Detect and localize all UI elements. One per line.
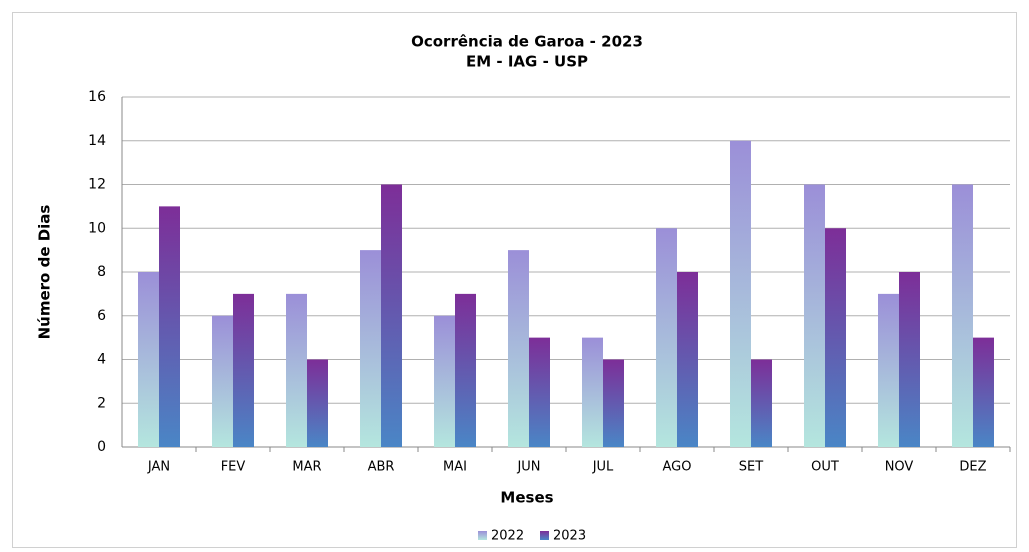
- x-tick-label: ABR: [368, 460, 395, 475]
- y-tick-label: 10: [88, 220, 106, 236]
- x-tick-label: JUL: [592, 460, 614, 475]
- bar: [360, 250, 381, 447]
- x-axis-title: Meses: [500, 489, 553, 507]
- bar: [381, 184, 402, 447]
- legend-label: 2023: [553, 529, 586, 544]
- y-tick-label: 12: [88, 177, 106, 193]
- bar: [825, 228, 846, 447]
- x-tick-label: FEV: [221, 460, 246, 475]
- legend-swatch: [478, 531, 487, 540]
- bar: [529, 337, 550, 447]
- bar: [656, 228, 677, 447]
- bar: [286, 293, 307, 447]
- x-tick-label: MAI: [443, 460, 467, 475]
- bar: [508, 250, 529, 447]
- bar: [307, 359, 328, 447]
- y-tick-label: 16: [88, 89, 106, 105]
- bar: [455, 293, 476, 447]
- chart-subtitle: EM - IAG - USP: [466, 53, 588, 71]
- bar: [212, 315, 233, 447]
- bar: [973, 337, 994, 447]
- bar: [952, 184, 973, 447]
- y-tick-label: 4: [97, 352, 106, 368]
- bar: [730, 140, 751, 447]
- chart-title: Ocorrência de Garoa - 2023: [411, 33, 643, 51]
- x-tick-label: JUN: [516, 460, 540, 475]
- y-axis-title: Número de Dias: [36, 205, 54, 340]
- bar: [138, 272, 159, 447]
- bar: [899, 272, 920, 447]
- y-tick-label: 8: [97, 264, 106, 280]
- bar: [804, 184, 825, 447]
- x-tick-label: OUT: [811, 460, 839, 475]
- legend-label: 2022: [491, 529, 524, 544]
- bar: [677, 272, 698, 447]
- y-tick-label: 14: [88, 133, 106, 149]
- bar: [434, 315, 455, 447]
- y-tick-label: 2: [97, 395, 106, 411]
- bar: [159, 206, 180, 447]
- legend-swatch: [540, 531, 549, 540]
- y-tick-label: 0: [97, 439, 106, 455]
- x-tick-label: SET: [739, 460, 763, 475]
- x-tick-label: AGO: [663, 460, 692, 475]
- x-tick-label: MAR: [292, 460, 321, 475]
- bar: [582, 337, 603, 447]
- x-tick-label: NOV: [885, 460, 914, 475]
- bar: [878, 293, 899, 447]
- x-tick-label: JAN: [147, 460, 170, 475]
- bar: [603, 359, 624, 447]
- bar: [233, 293, 254, 447]
- bar: [751, 359, 772, 447]
- x-tick-label: DEZ: [959, 460, 986, 475]
- y-tick-label: 6: [97, 308, 106, 324]
